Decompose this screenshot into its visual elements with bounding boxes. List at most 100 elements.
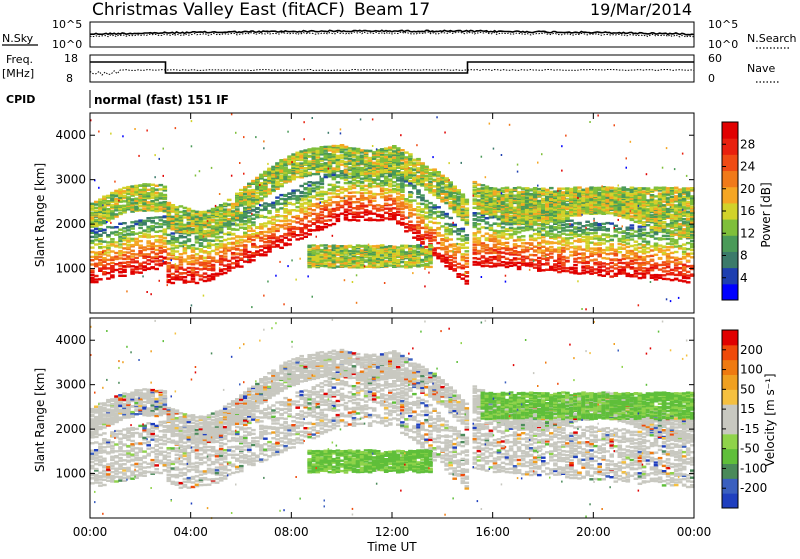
heatmap-cell [134, 266, 139, 268]
heatmap-cell [525, 187, 530, 189]
heatmap-cell [436, 242, 441, 244]
heatmap-cell [235, 260, 240, 262]
heatmap-cell [110, 259, 115, 261]
freq-trace [90, 62, 694, 73]
heatmap-cell [307, 253, 312, 255]
heatmap-cell [444, 227, 449, 229]
heatmap-cell [561, 170, 563, 172]
heatmap-cell [485, 227, 490, 229]
heatmap-cell [203, 276, 208, 278]
heatmap-cell [368, 150, 373, 152]
heatmap-cell [509, 265, 514, 267]
heatmap-cell [436, 180, 441, 182]
heatmap-cell [90, 251, 95, 253]
heatmap-cell [299, 210, 304, 212]
heatmap-cell [203, 280, 208, 282]
heatmap-cell [444, 223, 449, 225]
heatmap-cell [497, 193, 502, 195]
heatmap-cell [432, 252, 437, 254]
heatmap-cell [396, 147, 401, 149]
heatmap-cell [167, 248, 172, 250]
heatmap-cell [90, 203, 95, 205]
heatmap-cell [444, 213, 449, 215]
heatmap-cell [416, 202, 421, 204]
heatmap-cell [360, 160, 365, 162]
heatmap-cell [360, 151, 365, 153]
heatmap-cell [412, 228, 417, 230]
heatmap-cell [134, 260, 139, 262]
heatmap-cell [557, 206, 562, 208]
heatmap-cell [154, 210, 159, 212]
heatmap-cell [509, 124, 511, 126]
heatmap-cell [239, 265, 244, 267]
heatmap-cell [303, 216, 308, 218]
heatmap-cell [291, 194, 296, 196]
heatmap-cell [565, 237, 570, 239]
heatmap-cell [549, 256, 554, 258]
heatmap-cell [150, 205, 155, 207]
heatmap-cell [360, 192, 365, 194]
heatmap-cell [106, 221, 108, 223]
heatmap-cell [392, 164, 397, 166]
heatmap-cell [356, 185, 361, 187]
heatmap-cell [320, 186, 325, 188]
heatmap-cell [287, 169, 292, 171]
heatmap-cell [549, 191, 554, 193]
heatmap-cell [428, 221, 433, 223]
heatmap-cell [513, 233, 518, 235]
heatmap-cell [179, 259, 184, 261]
heatmap-cell [142, 233, 147, 235]
heatmap-cell [106, 251, 111, 253]
heatmap-cell [497, 239, 502, 241]
heatmap-cell [501, 226, 506, 228]
heatmap-cell [316, 260, 321, 262]
heatmap-cell [239, 249, 244, 251]
heatmap-cell [517, 268, 522, 270]
heatmap-cell [328, 146, 333, 148]
heatmap-cell [179, 215, 184, 217]
heatmap-cell [332, 158, 337, 160]
heatmap-cell [509, 227, 514, 229]
heatmap-cell [207, 245, 212, 247]
heatmap-cell [312, 222, 317, 224]
heatmap-cell [211, 250, 216, 252]
heatmap-cell [316, 229, 321, 231]
heatmap-cell [114, 226, 119, 228]
heatmap-cell [328, 132, 330, 134]
heatmap-cell [493, 198, 498, 200]
heatmap-cell [537, 227, 542, 229]
heatmap-cell [549, 233, 554, 235]
heatmap-cell [336, 196, 341, 198]
heatmap-cell [138, 254, 143, 256]
heatmap-cell [416, 235, 421, 237]
heatmap-cell [481, 226, 486, 228]
heatmap-cell [456, 251, 461, 253]
heatmap-cell [134, 185, 139, 187]
heatmap-cell [307, 151, 312, 153]
heatmap-cell [557, 265, 562, 267]
heatmap-cell [271, 230, 276, 232]
heatmap-cell [320, 217, 325, 219]
heatmap-cell [187, 230, 189, 232]
heatmap-cell [352, 246, 357, 248]
heatmap-cell [283, 242, 288, 244]
heatmap-cell [215, 260, 220, 262]
heatmap-cell [247, 215, 252, 217]
heatmap-cell [340, 157, 345, 159]
heatmap-cell [263, 205, 268, 207]
heatmap-cell [312, 252, 317, 254]
heatmap-cell [565, 229, 570, 231]
heatmap-cell [456, 207, 461, 209]
heatmap-cell [505, 266, 510, 268]
heatmap-cell [553, 219, 558, 221]
heatmap-cell [400, 247, 405, 249]
heatmap-cell [553, 234, 558, 236]
heatmap-cell [167, 257, 172, 259]
heatmap-cell [348, 209, 353, 211]
heatmap-cell [412, 185, 417, 187]
heatmap-cell [477, 258, 482, 260]
heatmap-cell [219, 215, 224, 217]
heatmap-cell [448, 179, 450, 181]
heatmap-cell [549, 249, 554, 251]
heatmap-cell [291, 192, 296, 194]
